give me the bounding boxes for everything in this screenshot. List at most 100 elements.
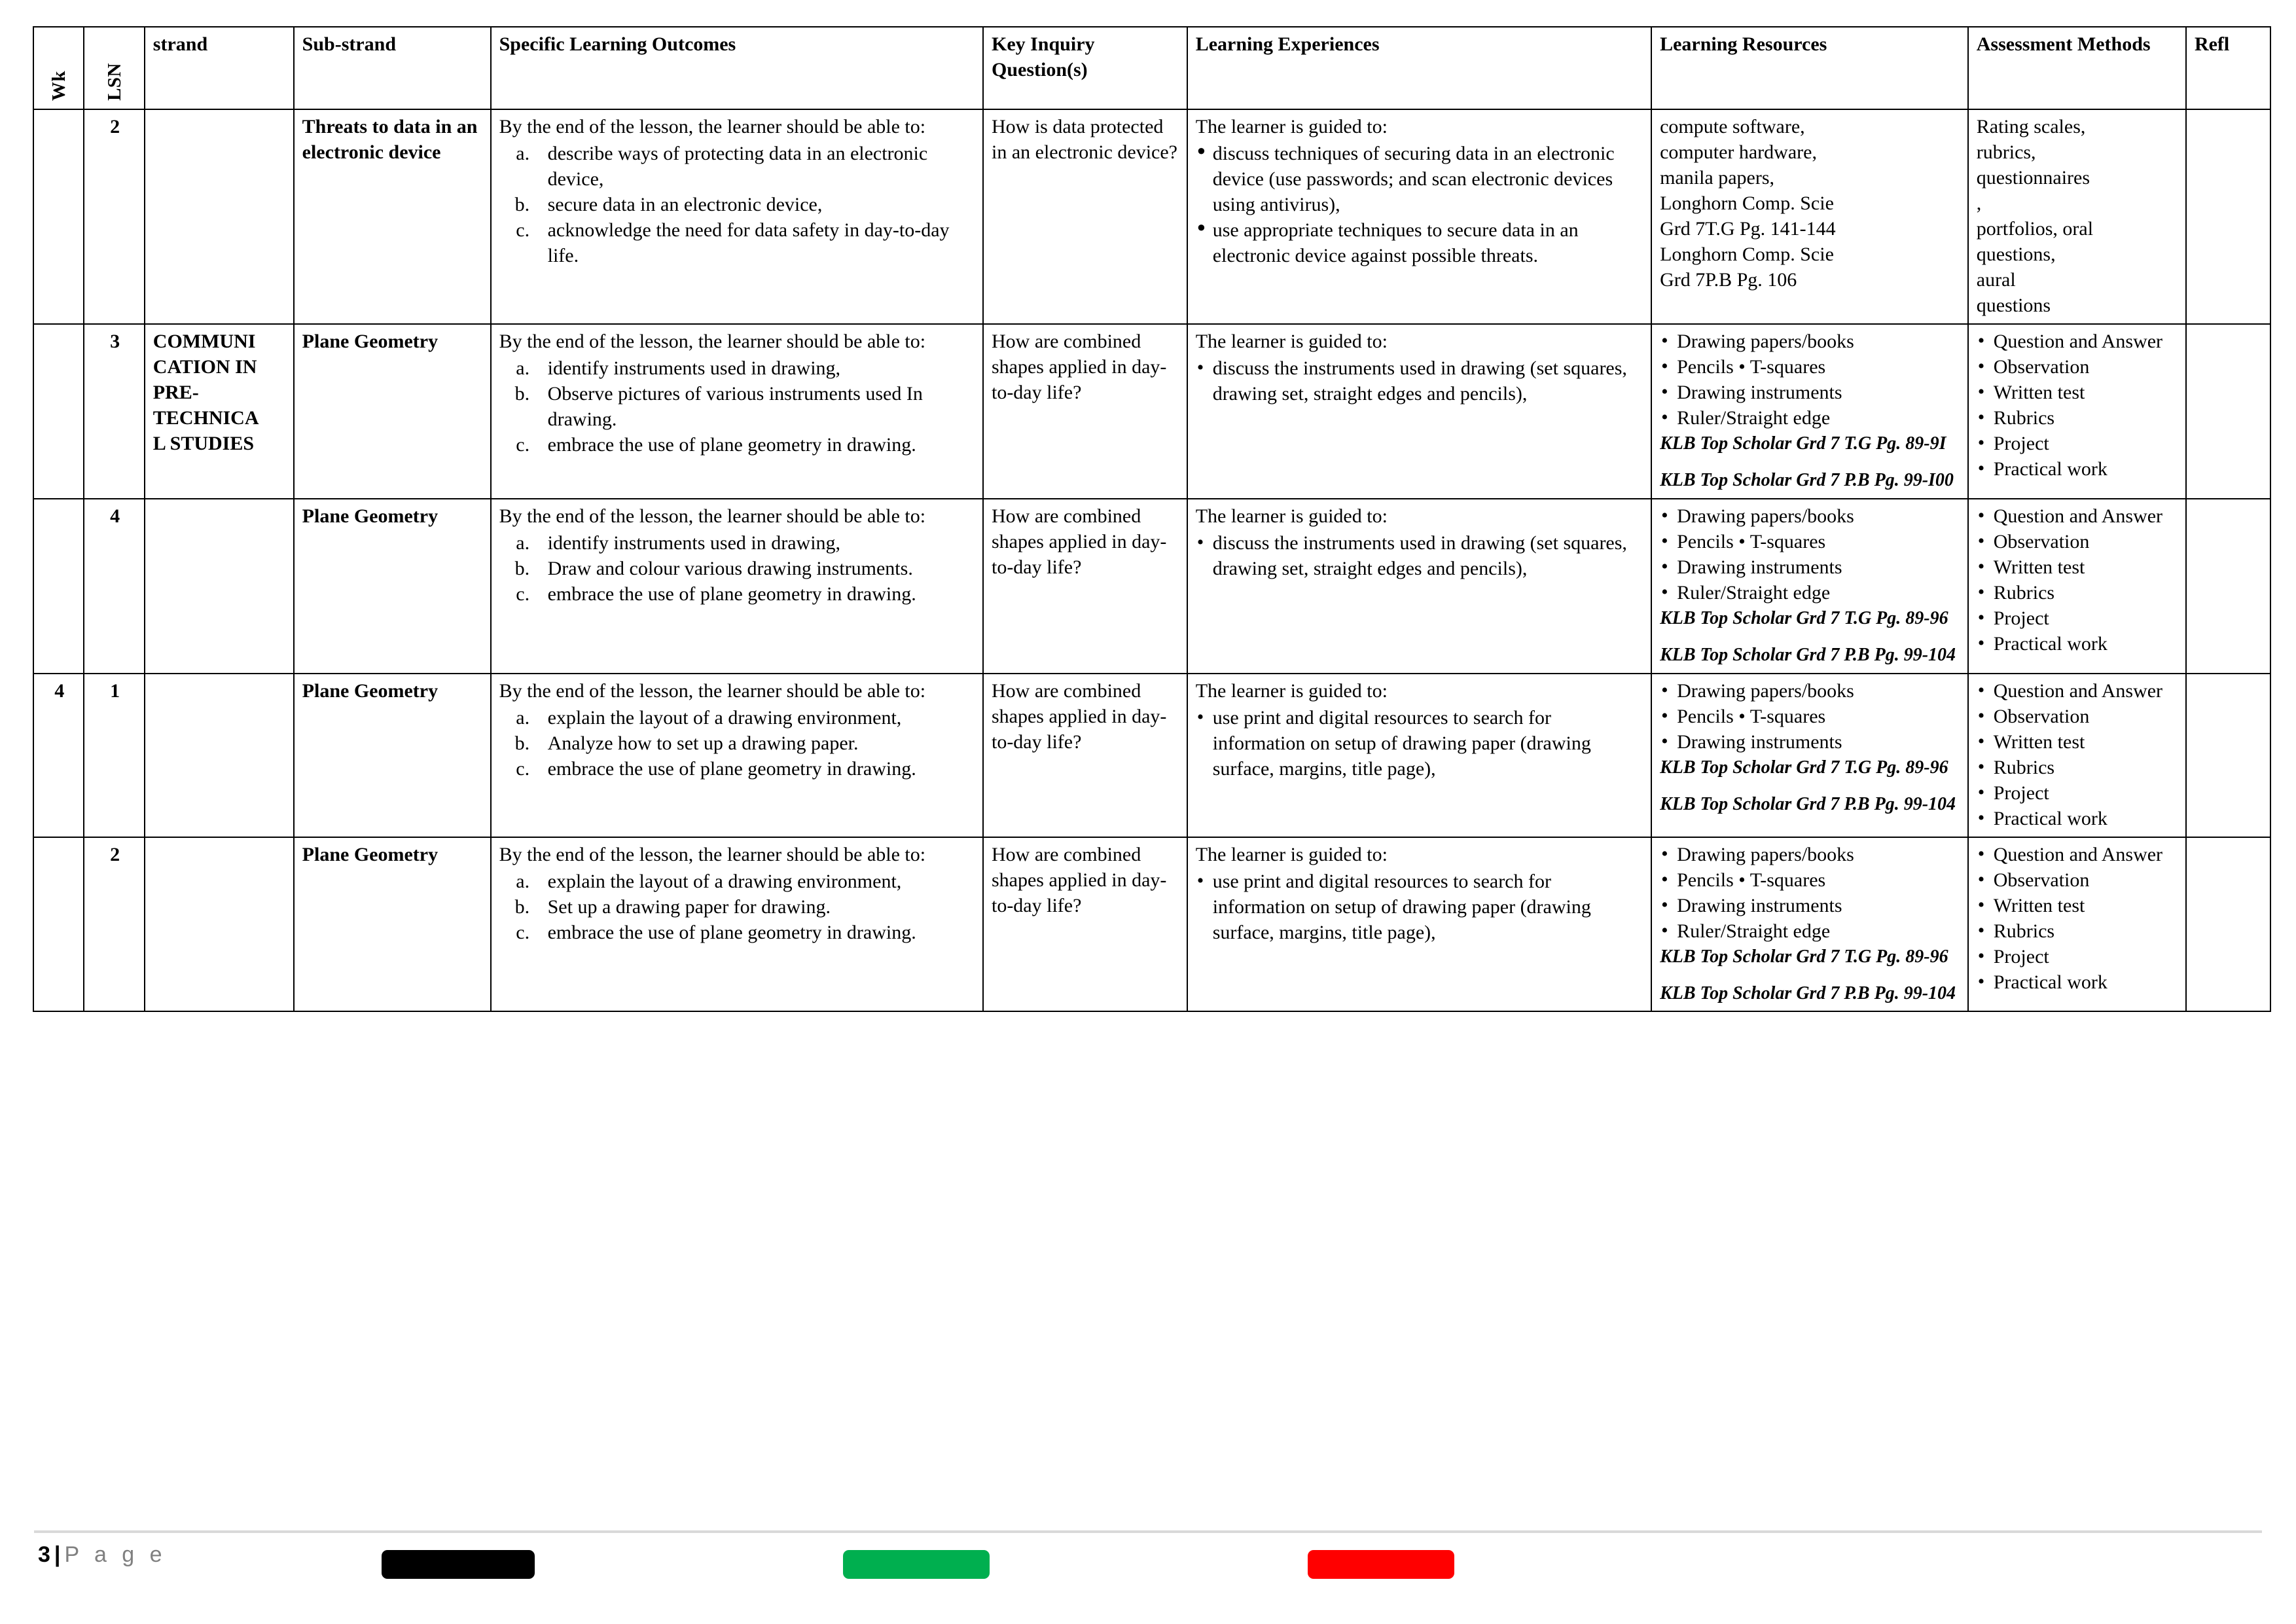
- lex-lead: The learner is guided to:: [1195, 116, 1388, 137]
- lres-reference: KLB Top Scholar Grd 7 P.B Pg. 99-104: [1660, 645, 1956, 666]
- table-row: 4 1 Plane Geometry By the end of the lesson…: [32, 672, 2272, 838]
- cell-assessment-methods: Question and AnswerObservationWritten te…: [1967, 497, 2187, 674]
- cell-strand: [143, 836, 295, 1013]
- am-item: Practical work: [1977, 805, 2179, 831]
- lres-item: Ruler/Straight edge: [1660, 918, 1961, 944]
- cell-assessment-methods: Rating scales, rubrics, questionnaires, por…: [1967, 109, 2187, 325]
- lres-line: compute software,: [1660, 116, 1805, 137]
- cell-specific-learning-outcomes: By the end of the lesson, the learner sh…: [490, 109, 984, 325]
- lres-line: Grd 7T.G Pg. 141-144: [1660, 218, 1836, 240]
- column-header-key-inquiry-questions: Key Inquiry Question(s): [982, 26, 1188, 110]
- slo-list: identify instruments used in drawing,Dra…: [499, 530, 976, 607]
- cell-strand: COMMUNI CATION IN PRE- TECHNICA L STUDIES: [143, 323, 295, 499]
- am-item: Question and Answer: [1977, 677, 2179, 704]
- lres-item: Pencils • T-squares: [1660, 867, 1961, 893]
- lex-item: discuss the instruments used in drawing …: [1196, 530, 1644, 581]
- am-item: Rubrics: [1977, 405, 2179, 431]
- lres-reference: KLB Top Scholar Grd 7 T.G Pg. 89-9I: [1660, 433, 1946, 454]
- column-header-learning-resources: Learning Resources: [1651, 26, 1969, 110]
- am-list: Question and AnswerObservationWritten te…: [1977, 503, 2179, 657]
- slo-list: describe ways of protecting data in an e…: [499, 141, 976, 268]
- lex-item: use appropriate techniques to secure dat…: [1196, 217, 1644, 268]
- lres-item: Ruler/Straight edge: [1660, 405, 1961, 431]
- header-row: Wk LSN strand Sub-strand Specific Learni…: [32, 26, 2272, 110]
- am-line: questions,: [1976, 244, 2056, 265]
- cell-strand: [143, 672, 295, 838]
- page-number-label: 3 | P a g e: [38, 1542, 167, 1568]
- am-list: Question and AnswerObservationWritten te…: [1977, 677, 2179, 831]
- cell-learning-experiences: The learner is guided to:use print and d…: [1186, 672, 1653, 838]
- lex-item: discuss the instruments used in drawing …: [1196, 355, 1644, 406]
- footer-swatch-black: [382, 1550, 535, 1579]
- cell-specific-learning-outcomes: By the end of the lesson, the learner sh…: [490, 497, 984, 674]
- footer-divider: [34, 1530, 2262, 1533]
- lres-item: Pencils • T-squares: [1660, 703, 1961, 729]
- scheme-of-work-table: Wk LSN strand Sub-strand Specific Learni…: [32, 26, 2272, 1013]
- column-header-refl: Refl: [2185, 26, 2272, 110]
- page-word: P a g e: [64, 1542, 167, 1567]
- lex-lead: The learner is guided to:: [1195, 843, 1388, 865]
- am-item: Question and Answer: [1977, 841, 2179, 867]
- am-item: Question and Answer: [1977, 328, 2179, 354]
- slo-item: Draw and colour various drawing instrume…: [535, 556, 976, 581]
- cell-learning-experiences: The learner is guided to: discuss the ins…: [1186, 497, 1653, 674]
- slo-item: embrace the use of plane geometry in dra…: [535, 920, 976, 945]
- am-item: Observation: [1977, 867, 2179, 893]
- header-label-lsn: LSN: [103, 63, 125, 101]
- am-line: aural: [1976, 269, 2016, 291]
- cell-sub-strand: Plane Geometry: [293, 323, 492, 499]
- lres-item: Drawing instruments: [1660, 729, 1961, 755]
- lres-line: Grd 7P.B Pg. 106: [1660, 269, 1797, 291]
- lex-lead: The learner is guided to:: [1195, 679, 1388, 702]
- cell-refl: [2185, 672, 2272, 838]
- page-number-value: 3: [38, 1542, 50, 1567]
- column-header-learning-experiences: Learning Experiences: [1186, 26, 1653, 110]
- slo-lead: By the end of the lesson, the learner sh…: [499, 505, 926, 527]
- am-item: Practical work: [1977, 969, 2179, 995]
- cell-learning-resources: Drawing papers/booksPencils • T-squaresD…: [1651, 836, 1969, 1013]
- lres-reference: KLB Top Scholar Grd 7 T.G Pg. 89-96: [1660, 946, 1948, 967]
- slo-item: Observe pictures of various instruments …: [535, 381, 976, 432]
- lres-list: Drawing papers/booksPencils • T-squaresD…: [1660, 841, 1961, 944]
- am-item: Written test: [1977, 379, 2179, 405]
- cell-key-inquiry-question: How are combined shapes applied in day-t…: [982, 836, 1188, 1013]
- table-header: Wk LSN strand Sub-strand Specific Learni…: [32, 26, 2272, 110]
- am-item: Project: [1977, 430, 2179, 456]
- slo-item: identify instruments used in drawing,: [535, 530, 976, 556]
- slo-list: explain the layout of a drawing environm…: [499, 869, 976, 945]
- column-header-specific-learning-outcomes: Specific Learning Outcomes: [490, 26, 984, 110]
- cell-learning-experiences: The learner is guided to: discuss the ins…: [1186, 323, 1653, 499]
- am-line: rubrics,: [1976, 141, 2036, 163]
- cell-specific-learning-outcomes: By the end of the lesson, the learner sh…: [490, 672, 984, 838]
- lex-item: use print and digital resources to searc…: [1196, 704, 1644, 782]
- cell-learning-resources: Drawing papers/booksPencils • T-squaresD…: [1651, 323, 1969, 499]
- column-header-sub-strand: Sub-strand: [293, 26, 492, 110]
- lres-item: Drawing papers/books: [1660, 841, 1961, 867]
- cell-lsn: 2: [83, 836, 145, 1013]
- slo-item: embrace the use of plane geometry in dra…: [535, 756, 976, 782]
- am-item: Observation: [1977, 703, 2179, 729]
- slo-item: Set up a drawing paper for drawing.: [535, 894, 976, 920]
- footer-swatch-green: [843, 1550, 990, 1579]
- lex-item: use print and digital resources to searc…: [1196, 868, 1644, 945]
- lres-list: Drawing papers/booksPencils • T-squaresD…: [1660, 677, 1961, 755]
- cell-lsn: 2: [83, 109, 145, 325]
- slo-item: embrace the use of plane geometry in dra…: [535, 581, 976, 607]
- lres-item: Pencils • T-squares: [1660, 528, 1961, 554]
- cell-key-inquiry-question: How are combined shapes applied in day-t…: [982, 672, 1188, 838]
- column-header-lsn: LSN: [83, 26, 145, 110]
- cell-specific-learning-outcomes: By the end of the lesson, the learner sh…: [490, 323, 984, 499]
- cell-strand: [143, 497, 295, 674]
- lex-list: use print and digital resources to searc…: [1196, 868, 1644, 945]
- lres-line: manila papers,: [1660, 167, 1775, 189]
- lres-reference: KLB Top Scholar Grd 7 T.G Pg. 89-96: [1660, 757, 1948, 778]
- cell-key-inquiry-question: How are combined shapes applied in day-t…: [982, 323, 1188, 499]
- am-plain-lines: Rating scales, rubrics, questionnaires, por…: [1977, 114, 2179, 318]
- am-line: portfolios, oral: [1976, 218, 2094, 240]
- lres-line: computer hardware,: [1660, 141, 1817, 163]
- cell-key-inquiry-question: How are combined shapes applied in day-t…: [982, 497, 1188, 674]
- cell-lsn: 3: [83, 323, 145, 499]
- cell-sub-strand: Threats to data in an electronic device: [293, 109, 492, 325]
- table-row: 2 Plane Geometry By the end of the lesson,…: [32, 836, 2272, 1013]
- column-header-wk: Wk: [32, 26, 85, 110]
